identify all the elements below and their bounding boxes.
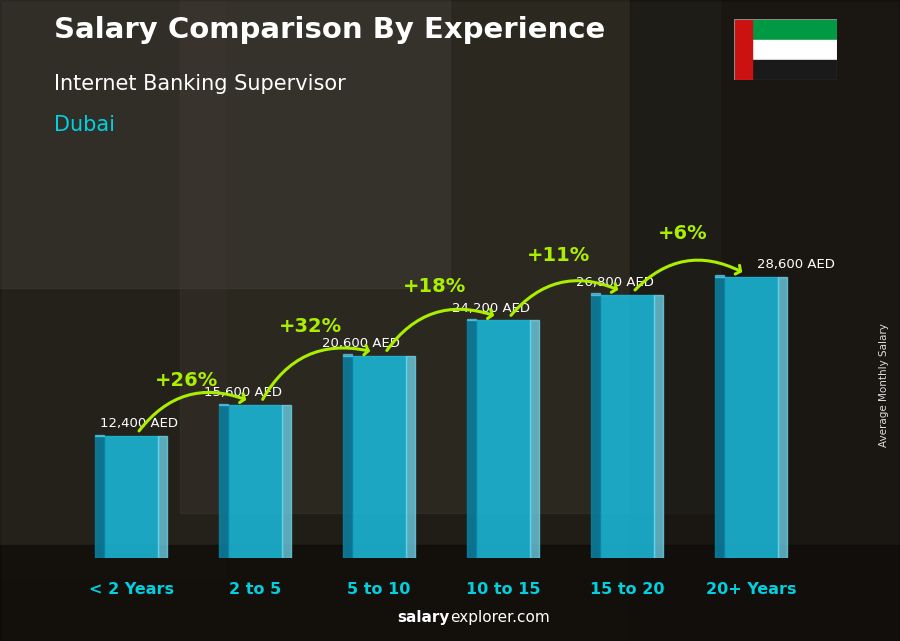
Text: Internet Banking Supervisor: Internet Banking Supervisor — [54, 74, 346, 94]
Polygon shape — [95, 435, 104, 436]
Bar — [0, 0, 450, 288]
Bar — [734, 19, 752, 80]
Bar — [591, 295, 599, 558]
Bar — [752, 60, 837, 80]
Text: +26%: +26% — [156, 370, 219, 390]
Bar — [599, 295, 654, 558]
Text: +6%: +6% — [658, 224, 707, 243]
Text: < 2 Years: < 2 Years — [89, 582, 174, 597]
Polygon shape — [715, 275, 724, 278]
Bar — [476, 320, 530, 558]
Bar — [180, 0, 720, 513]
Text: 20,600 AED: 20,600 AED — [321, 337, 400, 350]
Text: Dubai: Dubai — [54, 115, 115, 135]
Text: 12,400 AED: 12,400 AED — [100, 417, 178, 430]
Text: explorer.com: explorer.com — [450, 610, 550, 625]
Bar — [352, 356, 406, 558]
Bar — [654, 295, 662, 558]
Bar — [630, 0, 900, 641]
Text: 20+ Years: 20+ Years — [706, 582, 796, 597]
Text: +18%: +18% — [403, 277, 466, 296]
Text: 28,600 AED: 28,600 AED — [757, 258, 835, 271]
Bar — [0, 545, 900, 641]
Bar — [158, 436, 167, 558]
Bar — [752, 40, 837, 60]
Bar — [530, 320, 539, 558]
Bar — [724, 278, 778, 558]
Bar — [715, 278, 724, 558]
Text: +32%: +32% — [279, 317, 342, 336]
Text: 15 to 20: 15 to 20 — [590, 582, 664, 597]
Text: 15,600 AED: 15,600 AED — [203, 386, 282, 399]
Text: +11%: +11% — [527, 246, 590, 265]
Bar — [467, 320, 476, 558]
Bar — [228, 404, 283, 558]
Bar — [752, 19, 837, 40]
Text: 2 to 5: 2 to 5 — [229, 582, 281, 597]
Text: Salary Comparison By Experience: Salary Comparison By Experience — [54, 16, 605, 44]
Bar — [0, 0, 225, 577]
Polygon shape — [591, 293, 599, 295]
Bar — [95, 436, 104, 558]
Polygon shape — [467, 319, 476, 320]
Bar — [343, 356, 352, 558]
Polygon shape — [343, 354, 352, 356]
Bar — [778, 278, 787, 558]
Text: Average Monthly Salary: Average Monthly Salary — [878, 322, 889, 447]
Text: salary: salary — [398, 610, 450, 625]
Text: 5 to 10: 5 to 10 — [347, 582, 410, 597]
Text: 10 to 15: 10 to 15 — [465, 582, 540, 597]
Bar — [220, 404, 228, 558]
Bar — [104, 436, 158, 558]
Text: 24,200 AED: 24,200 AED — [452, 301, 529, 315]
Bar — [406, 356, 415, 558]
Text: 26,800 AED: 26,800 AED — [576, 276, 653, 289]
Bar — [283, 404, 291, 558]
